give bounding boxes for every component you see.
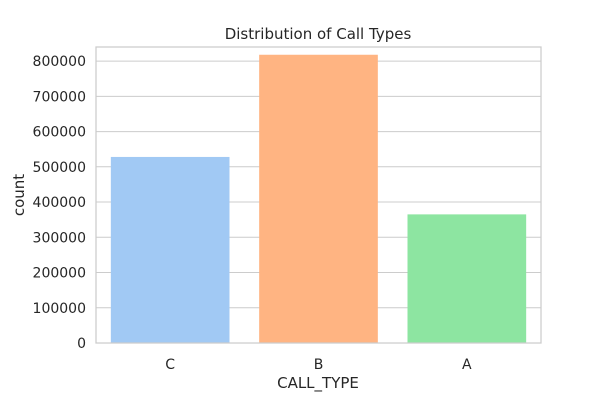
y-axis-label: count: [10, 174, 28, 216]
x-tick-label: C: [165, 357, 175, 373]
y-tick-label: 400000: [33, 195, 86, 211]
bar-C: [110, 156, 230, 343]
x-axis-label: CALL_TYPE: [277, 374, 359, 393]
bar-A: [407, 214, 527, 343]
y-tick-label: 100000: [33, 301, 86, 317]
bars-group: [110, 54, 527, 343]
y-tick-label: 600000: [33, 125, 86, 141]
y-tick-label: 800000: [33, 54, 86, 70]
plot-frame: [95, 46, 542, 344]
bar-B: [259, 54, 378, 343]
y-tick-label: 0: [77, 336, 86, 352]
chart-title: Distribution of Call Types: [225, 25, 412, 43]
y-tick-label: 200000: [33, 266, 86, 282]
x-tick-label: A: [462, 357, 472, 373]
y-tick-label: 300000: [33, 230, 86, 246]
x-tick-label: B: [314, 357, 324, 373]
y-tick-label: 500000: [33, 160, 86, 176]
y-tick-label: 700000: [33, 89, 86, 105]
y-tick-labels: 0 100000 200000 300000 400000 500000 600000 700…: [33, 54, 86, 352]
